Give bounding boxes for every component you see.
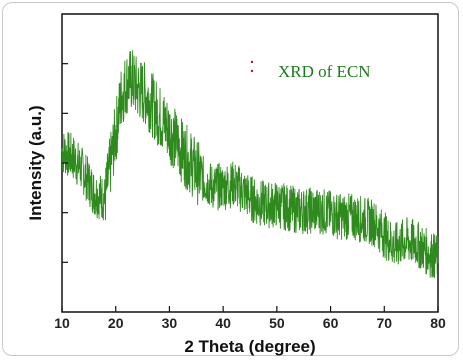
legend-label: XRD of ECN [278, 62, 371, 81]
x-tick-label: 40 [215, 315, 231, 331]
x-axis: 10 20 30 40 50 60 70 80 [54, 306, 446, 331]
series-layer [61, 50, 439, 279]
legend-marker-icon [250, 60, 254, 73]
plot-area [61, 13, 439, 313]
x-tick-label: 20 [108, 315, 124, 331]
x-tick-label: 30 [162, 315, 178, 331]
x-axis-title: 2 Theta (degree) [184, 337, 315, 356]
x-tick-label: 10 [54, 315, 70, 331]
x-tick-label: 80 [430, 315, 446, 331]
x-tick-label: 50 [269, 315, 285, 331]
y-axis-title: Intensity (a.u.) [26, 105, 45, 220]
legend: XRD of ECN [250, 60, 371, 81]
y-axis [62, 63, 68, 263]
series-line-0 [61, 50, 439, 279]
x-tick-label: 60 [323, 315, 339, 331]
x-tick-label: 70 [376, 315, 392, 331]
